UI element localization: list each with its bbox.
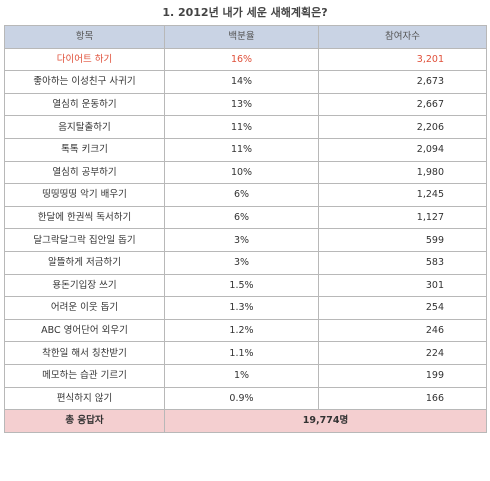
row-item: 알뜰하게 저금하기 xyxy=(4,250,165,275)
total-label: 총 응답자 xyxy=(4,409,165,433)
row-item: 열심히 공부하기 xyxy=(4,160,165,185)
row-count: 301 xyxy=(318,273,487,298)
row-percent: 11% xyxy=(164,137,319,162)
row-count: 254 xyxy=(318,296,487,320)
table-row: 알뜰하게 저금하기 3% 583 xyxy=(4,250,487,275)
row-count: 583 xyxy=(318,250,487,275)
row-percent: 1.1% xyxy=(164,341,319,365)
row-percent: 3% xyxy=(164,250,319,275)
row-count: 2,673 xyxy=(318,70,487,94)
row-count: 3,201 xyxy=(318,47,487,72)
table-row: ABC 영어단어 외우기 1.2% 246 xyxy=(4,318,487,343)
table-row: 달그락달그락 집안일 돕기 3% 599 xyxy=(4,228,487,252)
row-count: 2,206 xyxy=(318,115,487,139)
row-item: 음지탈출하기 xyxy=(4,115,165,139)
row-item: 착한일 해서 칭찬받기 xyxy=(4,341,165,365)
row-percent: 11% xyxy=(164,115,319,139)
row-percent: 0.9% xyxy=(164,386,319,411)
row-item: 어려운 이웃 돕기 xyxy=(4,296,165,320)
table-row: 편식하지 않기 0.9% 166 xyxy=(4,386,487,411)
column-header-item: 항목 xyxy=(4,25,165,49)
table-row: 용돈기입장 쓰기 1.5% 301 xyxy=(4,273,487,298)
row-item: 메모하는 습관 기르기 xyxy=(4,363,165,388)
row-percent: 16% xyxy=(164,47,319,72)
row-item: ABC 영어단어 외우기 xyxy=(4,318,165,343)
table-row: 한달에 한권씩 독서하기 6% 1,127 xyxy=(4,205,487,230)
row-count: 1,127 xyxy=(318,205,487,230)
table-row: 착한일 해서 칭찬받기 1.1% 224 xyxy=(4,341,487,365)
row-percent: 14% xyxy=(164,70,319,94)
page-title: 1. 2012년 내가 세운 새해계획은? xyxy=(162,6,328,19)
row-item: 다이어트 하기 xyxy=(4,47,165,72)
row-percent: 1% xyxy=(164,363,319,388)
row-item: 열심히 운동하기 xyxy=(4,92,165,117)
table-row: 어려운 이웃 돕기 1.3% 254 xyxy=(4,296,487,320)
table-total-row: 총 응답자 19,774명 xyxy=(4,409,487,433)
row-item: 용돈기입장 쓰기 xyxy=(4,273,165,298)
row-count: 1,980 xyxy=(318,160,487,185)
row-item: 달그락달그락 집안일 돕기 xyxy=(4,228,165,252)
row-item: 톡톡 키크기 xyxy=(4,137,165,162)
table-row: 다이어트 하기 16% 3,201 xyxy=(4,47,487,72)
row-item: 편식하지 않기 xyxy=(4,386,165,411)
table-row: 띵띵띵띵 악기 배우기 6% 1,245 xyxy=(4,183,487,207)
row-percent: 1.2% xyxy=(164,318,319,343)
table-row: 음지탈출하기 11% 2,206 xyxy=(4,115,487,139)
row-count: 246 xyxy=(318,318,487,343)
row-item: 좋아하는 이성친구 사귀기 xyxy=(4,70,165,94)
row-percent: 13% xyxy=(164,92,319,117)
row-percent: 1.3% xyxy=(164,296,319,320)
row-percent: 3% xyxy=(164,228,319,252)
table-row: 열심히 운동하기 13% 2,667 xyxy=(4,92,487,117)
column-header-percent: 백분율 xyxy=(164,25,319,49)
row-count: 599 xyxy=(318,228,487,252)
table-row: 좋아하는 이성친구 사귀기 14% 2,673 xyxy=(4,70,487,94)
row-count: 2,667 xyxy=(318,92,487,117)
row-count: 1,245 xyxy=(318,183,487,207)
total-respondents: 19,774명 xyxy=(164,409,487,433)
row-item: 띵띵띵띵 악기 배우기 xyxy=(4,183,165,207)
column-header-count: 참여자수 xyxy=(318,25,487,49)
row-count: 199 xyxy=(318,363,487,388)
table-row: 열심히 공부하기 10% 1,980 xyxy=(4,160,487,185)
row-percent: 6% xyxy=(164,183,319,207)
row-percent: 10% xyxy=(164,160,319,185)
table-header-row: 항목 백분율 참여자수 xyxy=(4,25,487,49)
row-count: 2,094 xyxy=(318,137,487,162)
row-percent: 1.5% xyxy=(164,273,319,298)
table-row: 메모하는 습관 기르기 1% 199 xyxy=(4,363,487,388)
survey-table: 항목 백분율 참여자수 다이어트 하기 16% 3,201 좋아하는 이성친구 … xyxy=(4,25,487,433)
row-count: 224 xyxy=(318,341,487,365)
row-count: 166 xyxy=(318,386,487,411)
row-item: 한달에 한권씩 독서하기 xyxy=(4,205,165,230)
table-row: 톡톡 키크기 11% 2,094 xyxy=(4,137,487,162)
row-percent: 6% xyxy=(164,205,319,230)
